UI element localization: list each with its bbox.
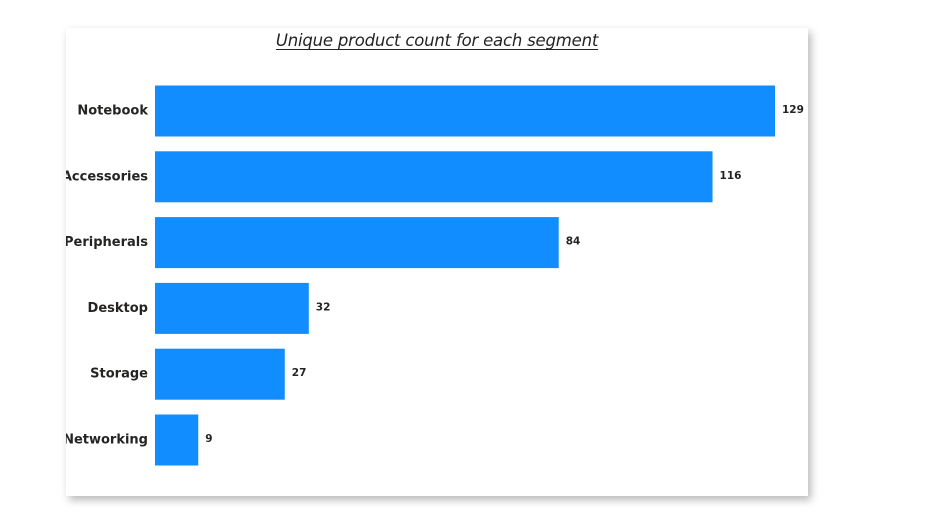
value-label-networking: 9 [205,433,212,445]
bar-networking[interactable] [155,414,199,466]
bar-storage[interactable] [155,348,285,400]
chart-card: Unique product count for each segment No… [66,28,808,496]
bar-peripherals[interactable] [155,217,559,269]
value-label-desktop: 32 [316,301,331,313]
category-label-accessories: Accessories [66,169,148,184]
value-label-peripherals: 84 [566,236,581,248]
bar-desktop[interactable] [155,282,309,334]
bar-notebook[interactable] [155,85,775,137]
category-label-desktop: Desktop [88,301,148,316]
category-label-storage: Storage [90,367,148,382]
bar-accessories[interactable] [155,151,713,203]
chart-title: Unique product count for each segment [275,31,599,50]
value-label-storage: 27 [292,367,307,379]
value-label-accessories: 116 [720,170,742,182]
category-label-notebook: Notebook [77,104,148,119]
category-label-peripherals: Peripherals [66,235,148,250]
category-label-networking: Networking [66,433,148,448]
value-label-notebook: 129 [782,104,804,116]
bar-chart: Notebook 129 Accessories 116 Peripherals 84 De… [66,85,804,466]
